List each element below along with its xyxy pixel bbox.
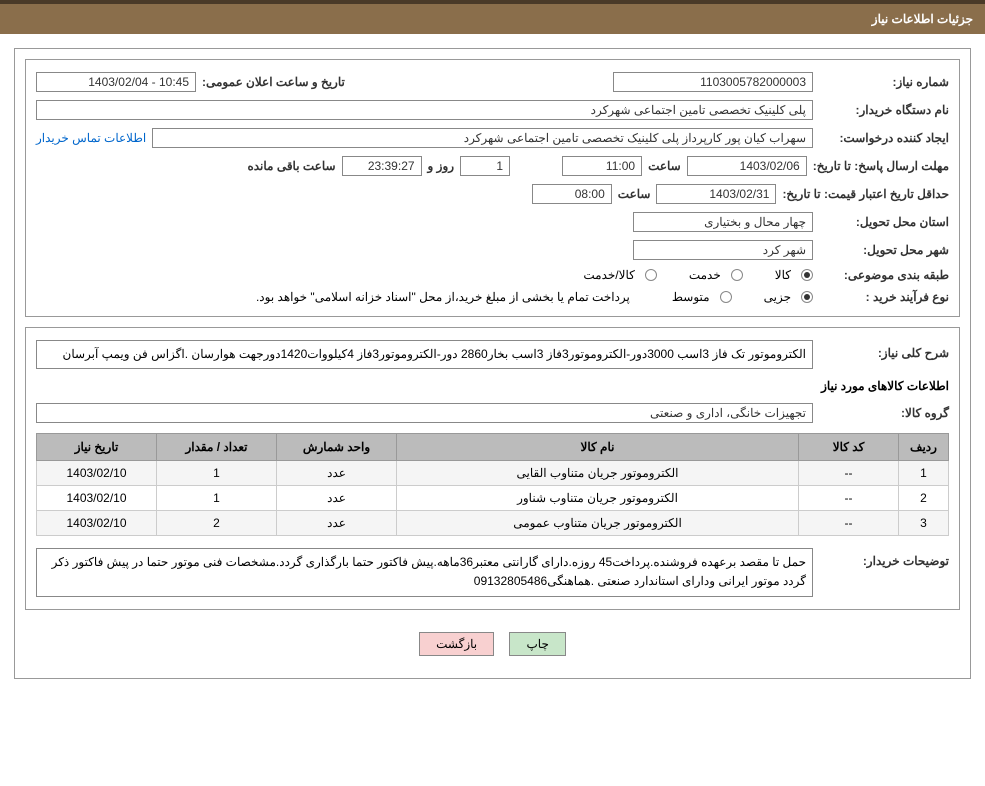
radio-service: [731, 269, 743, 281]
row-buyer-notes: توضیحات خریدار: حمل تا مقصد برعهده فروشن…: [36, 544, 949, 600]
table-row: 3--الکتروموتور جریان متناوب عمومیعدد2140…: [37, 511, 949, 536]
pt-partial-label: جزیی: [764, 290, 791, 304]
validity-time: 08:00: [532, 184, 612, 204]
th-row: ردیف: [899, 434, 949, 461]
radio-goods: [801, 269, 813, 281]
th-code: کد کالا: [799, 434, 899, 461]
validity-date: 1403/02/31: [656, 184, 776, 204]
page-title: جزئیات اطلاعات نیاز: [872, 12, 973, 26]
deadline-date: 1403/02/06: [687, 156, 807, 176]
pt-medium-label: متوسط: [672, 290, 710, 304]
radio-medium: [720, 291, 732, 303]
purchase-note: پرداخت تمام یا بخشی از مبلغ خرید،از محل …: [256, 290, 630, 304]
countdown: 23:39:27: [342, 156, 422, 176]
announce-label: تاریخ و ساعت اعلان عمومی:: [202, 75, 345, 89]
requester-value: سهراب کیان پور کارپرداز پلی کلینیک تخصصی…: [152, 128, 813, 148]
cat-service-label: خدمت: [689, 268, 721, 282]
buyer-notes-value: حمل تا مقصد برعهده فروشنده.پرداخت45 روزه…: [36, 548, 813, 596]
time-label-2: ساعت: [618, 187, 651, 201]
th-date: تاریخ نیاز: [37, 434, 157, 461]
table-cell-idx: 1: [899, 461, 949, 486]
validity-label-text: حداقل تاریخ اعتبار قیمت:: [824, 187, 949, 201]
table-cell-qty: 2: [157, 511, 277, 536]
days-and-label: روز و: [428, 159, 455, 173]
radio-partial: [801, 291, 813, 303]
items-table: ردیف کد کالا نام کالا واحد شمارش تعداد /…: [36, 433, 949, 536]
back-button[interactable]: بازگشت: [419, 632, 494, 656]
table-cell-qty: 1: [157, 486, 277, 511]
city-value: شهر کرد: [633, 240, 813, 260]
table-cell-unit: عدد: [277, 461, 397, 486]
table-cell-idx: 2: [899, 486, 949, 511]
table-header-row: ردیف کد کالا نام کالا واحد شمارش تعداد /…: [37, 434, 949, 461]
announce-value: 10:45 - 1403/02/04: [36, 72, 196, 92]
until-date-label-text: تا تاریخ:: [813, 159, 851, 173]
cat-goods-service-label: کالا/خدمت: [583, 268, 634, 282]
radio-goods-service: [645, 269, 657, 281]
row-need-number: شماره نیاز: 1103005782000003 تاریخ و ساع…: [36, 68, 949, 96]
print-button[interactable]: چاپ: [509, 632, 565, 656]
category-label: طبقه بندی موضوعی:: [819, 268, 949, 282]
details-section: شرح کلی نیاز: الکتروموتور تک فاز 3اسب 30…: [25, 327, 960, 610]
table-cell-code: --: [799, 461, 899, 486]
row-province: استان محل تحویل: چهار محال و بختیاری: [36, 208, 949, 236]
need-number-value: 1103005782000003: [613, 72, 813, 92]
validity-label: حداقل تاریخ اعتبار قیمت: تا تاریخ:: [782, 187, 949, 201]
table-cell-unit: عدد: [277, 511, 397, 536]
row-deadline: مهلت ارسال پاسخ: تا تاریخ: 1403/02/06 سا…: [36, 152, 949, 180]
buyer-org-label: نام دستگاه خریدار:: [819, 103, 949, 117]
row-group: گروه کالا: تجهیزات خانگی، اداری و صنعتی: [36, 399, 949, 427]
general-desc-value: الکتروموتور تک فاز 3اسب 3000دور-الکترومو…: [36, 340, 813, 369]
province-value: چهار محال و بختیاری: [633, 212, 813, 232]
remaining-label: ساعت باقی مانده: [247, 159, 335, 173]
info-section: شماره نیاز: 1103005782000003 تاریخ و ساع…: [25, 59, 960, 317]
deadline-time: 11:00: [562, 156, 642, 176]
table-cell-code: --: [799, 486, 899, 511]
time-label-1: ساعت: [648, 159, 681, 173]
requester-label: ایجاد کننده درخواست:: [819, 131, 949, 145]
main-container: شماره نیاز: 1103005782000003 تاریخ و ساع…: [14, 48, 971, 679]
row-purchase-type: نوع فرآیند خرید : جزیی متوسط پرداخت تمام…: [36, 286, 949, 308]
group-label: گروه کالا:: [819, 406, 949, 420]
table-row: 2--الکتروموتور جریان متناوب شناورعدد1140…: [37, 486, 949, 511]
row-requester: ایجاد کننده درخواست: سهراب کیان پور کارپ…: [36, 124, 949, 152]
table-cell-qty: 1: [157, 461, 277, 486]
table-row: 1--الکتروموتور جریان متناوب القاییعدد114…: [37, 461, 949, 486]
items-title: اطلاعات کالاهای مورد نیاز: [36, 373, 949, 399]
group-value: تجهیزات خانگی، اداری و صنعتی: [36, 403, 813, 423]
table-cell-date: 1403/02/10: [37, 461, 157, 486]
buyer-notes-label: توضیحات خریدار:: [819, 548, 949, 568]
page-header: جزئیات اطلاعات نیاز: [0, 0, 985, 34]
cat-goods-label: کالا: [775, 268, 791, 282]
th-name: نام کالا: [397, 434, 799, 461]
until-date-label-text-2: تا تاریخ:: [782, 187, 820, 201]
row-city: شهر محل تحویل: شهر کرد: [36, 236, 949, 264]
table-cell-name: الکتروموتور جریان متناوب شناور: [397, 486, 799, 511]
table-cell-code: --: [799, 511, 899, 536]
city-label: شهر محل تحویل:: [819, 243, 949, 257]
province-label: استان محل تحویل:: [819, 215, 949, 229]
table-cell-date: 1403/02/10: [37, 486, 157, 511]
row-buyer-org: نام دستگاه خریدار: پلی کلینیک تخصصی تامی…: [36, 96, 949, 124]
th-qty: تعداد / مقدار: [157, 434, 277, 461]
need-number-label: شماره نیاز:: [819, 75, 949, 89]
table-cell-name: الکتروموتور جریان متناوب عمومی: [397, 511, 799, 536]
row-general-desc: شرح کلی نیاز: الکتروموتور تک فاز 3اسب 30…: [36, 336, 949, 373]
days-count: 1: [460, 156, 510, 176]
button-row: چاپ بازگشت: [25, 620, 960, 668]
table-cell-date: 1403/02/10: [37, 511, 157, 536]
table-cell-unit: عدد: [277, 486, 397, 511]
table-cell-name: الکتروموتور جریان متناوب القایی: [397, 461, 799, 486]
deadline-label: مهلت ارسال پاسخ: تا تاریخ:: [813, 159, 949, 173]
deadline-reply-label-text: مهلت ارسال پاسخ:: [854, 159, 949, 173]
general-desc-label: شرح کلی نیاز:: [819, 340, 949, 360]
contact-link[interactable]: اطلاعات تماس خریدار: [36, 131, 146, 145]
th-unit: واحد شمارش: [277, 434, 397, 461]
buyer-org-value: پلی کلینیک تخصصی تامین اجتماعی شهرکرد: [36, 100, 813, 120]
row-category: طبقه بندی موضوعی: کالا خدمت کالا/خدمت: [36, 264, 949, 286]
purchase-type-label: نوع فرآیند خرید :: [819, 290, 949, 304]
table-cell-idx: 3: [899, 511, 949, 536]
row-validity: حداقل تاریخ اعتبار قیمت: تا تاریخ: 1403/…: [36, 180, 949, 208]
